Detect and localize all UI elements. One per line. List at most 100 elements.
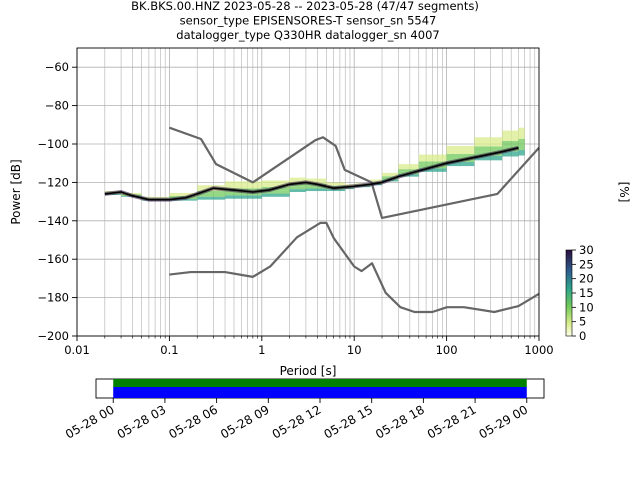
y-tick-label: −140 — [37, 214, 69, 228]
y-tick-label: −160 — [37, 252, 69, 266]
histogram-cell — [225, 181, 253, 185]
histogram-cell — [502, 130, 519, 136]
histogram-cell — [502, 140, 519, 147]
histogram-cell — [518, 138, 525, 145]
nlnm-curve — [169, 221, 540, 314]
histogram-cell — [502, 151, 519, 157]
colorbar-tick-label: 10 — [579, 300, 594, 314]
colorbar-tick-label: 5 — [579, 315, 586, 329]
chart-title-line-2: sensor_type EPISENSORES-T sensor_sn 5547 — [180, 14, 437, 28]
mode-curve-line — [104, 147, 519, 201]
x-tick-label: 0.1 — [160, 343, 178, 357]
histogram-cell — [446, 153, 475, 159]
histogram-cell — [141, 196, 170, 198]
chart-title-line-1: BK.BKS.00.HNZ 2023-05-28 -- 2023-05-28 (… — [131, 0, 479, 13]
x-tick-label: 0.01 — [64, 343, 90, 357]
colorbar-tick-label: 15 — [579, 286, 594, 300]
histogram-cell — [370, 180, 383, 182]
histogram-cell — [518, 149, 525, 156]
availability-available-segment — [113, 387, 527, 398]
colorbar-tick-label: 20 — [579, 272, 594, 286]
x-axis-label: Period [s] — [280, 364, 337, 378]
y-tick-label: −100 — [37, 137, 69, 151]
histogram-cell — [326, 189, 346, 192]
histogram-cell — [382, 172, 399, 175]
histogram-cell — [197, 193, 226, 197]
histogram-cell — [474, 155, 503, 161]
y-tick-label: −80 — [45, 99, 69, 113]
histogram-cell — [446, 149, 475, 154]
histogram-cell — [289, 177, 306, 181]
histogram-cell — [225, 191, 253, 196]
colorbar-tick-label: 25 — [579, 257, 594, 271]
x-tick-label: 10 — [347, 343, 362, 357]
histogram-cell — [370, 179, 383, 181]
histogram-cell — [225, 195, 253, 199]
histogram-cell — [474, 146, 503, 152]
histogram-cell — [326, 184, 346, 186]
histogram-cell — [518, 144, 525, 150]
x-tick-label: 1000 — [524, 343, 553, 357]
noise-models — [169, 126, 540, 314]
histogram-cell — [446, 145, 475, 150]
histogram-cell — [446, 162, 475, 167]
histogram-cell — [225, 184, 253, 189]
histogram-cell — [382, 176, 399, 178]
histogram-cell — [474, 137, 503, 142]
colorbar-gradient — [565, 249, 573, 337]
histogram-cell — [305, 178, 327, 182]
histogram-cell — [289, 186, 306, 190]
histogram-cell — [169, 192, 198, 195]
y-tick-label: −180 — [37, 291, 69, 305]
histogram-cell — [418, 161, 447, 165]
y-tick-label: −60 — [45, 60, 69, 74]
histogram-cell — [197, 191, 226, 194]
histogram-cell — [474, 141, 503, 147]
histogram-cell — [398, 169, 419, 172]
availability-coverage — [113, 379, 527, 398]
chart-title-line-3: datalogger_type Q330HR datalogger_sn 400… — [176, 28, 439, 42]
x-tick-label: 1 — [258, 343, 265, 357]
histogram-cell — [289, 189, 306, 192]
histogram-cell — [261, 183, 290, 188]
histogram-cell — [197, 196, 226, 200]
colorbar-label: [%] — [617, 182, 631, 203]
histogram-cell — [518, 127, 525, 134]
histogram-cell — [326, 182, 346, 185]
colorbar-tick-label: 30 — [579, 243, 594, 257]
availability-used-segment — [113, 379, 527, 387]
y-axis-ticks: −200 −180 −160 −140 −120 −100 −80 −60 — [37, 60, 77, 343]
histogram-cell — [398, 166, 419, 170]
y-tick-label: −120 — [37, 175, 69, 189]
colorbar-tick-label: 0 — [579, 329, 586, 343]
histogram-cell — [418, 158, 447, 162]
y-tick-label: −200 — [37, 329, 69, 343]
histogram-cell — [518, 133, 525, 139]
histogram-cell — [305, 186, 327, 189]
histogram-cell — [252, 184, 262, 189]
histogram-cell — [261, 180, 290, 184]
mode-curve — [104, 145, 519, 202]
histogram-cell — [169, 194, 198, 197]
histogram-cell — [197, 185, 226, 189]
histogram-cell — [382, 174, 399, 177]
y-axis-label: Power [dB] — [9, 159, 23, 224]
x-tick-label: 100 — [436, 343, 458, 357]
histogram-cell — [261, 193, 290, 197]
histogram-cell — [398, 164, 419, 167]
nhnm-curve — [169, 126, 540, 220]
histogram-cell — [418, 168, 447, 172]
ppsd-plot: 0.01 0.1 1 10 100 1000 −200 −180 −160 −140 −120 −1… — [9, 47, 554, 378]
histogram-cell — [261, 190, 290, 194]
histogram-cell — [252, 191, 262, 196]
x-axis-ticks: 0.01 0.1 1 10 100 1000 — [64, 336, 554, 357]
histogram-cell — [305, 188, 327, 192]
plot-frame — [76, 47, 540, 337]
histogram-cell — [252, 181, 262, 185]
histogram-cell — [252, 195, 262, 199]
histogram-cell — [502, 135, 519, 141]
